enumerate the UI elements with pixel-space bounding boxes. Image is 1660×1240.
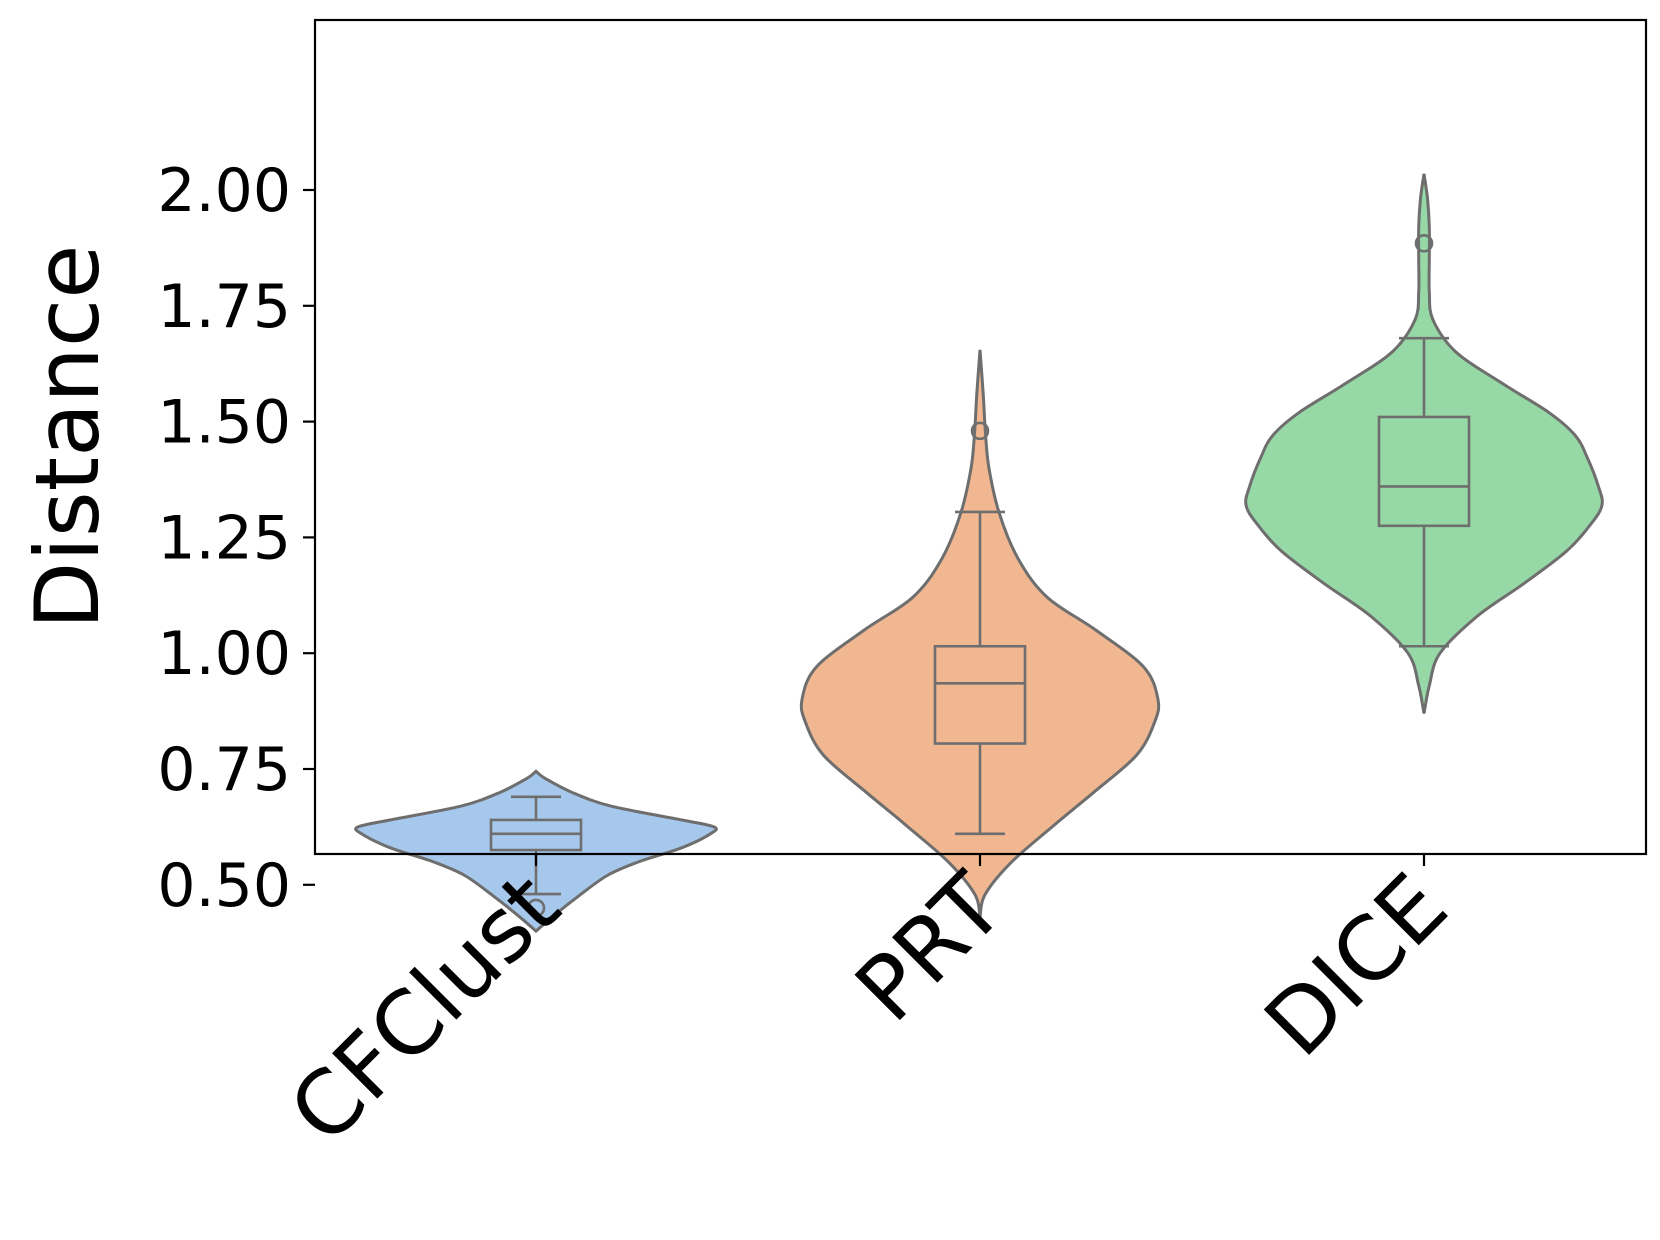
outlier-point [1414, 233, 1434, 253]
boxplot-dice [1377, 233, 1471, 648]
y-axis-title: Distance [16, 245, 119, 630]
y-tick-label: 1.75 [157, 272, 291, 342]
outlier-point [970, 421, 990, 441]
x-tick-label-dice: DICE [1245, 854, 1467, 1076]
y-tick-label: 1.50 [157, 388, 291, 458]
iqr-box [933, 644, 1027, 745]
y-tick-label: 0.75 [157, 735, 291, 805]
y-tick-label: 0.50 [157, 851, 291, 921]
y-tick-label: 2.00 [157, 156, 291, 226]
y-tick-label: 1.00 [157, 619, 291, 689]
x-axis: CFClust PRT DICE [270, 853, 1467, 1163]
y-axis: 0.50 0.75 1.00 1.25 1.50 1.75 2.00 [157, 156, 315, 921]
x-tick-label-cfclust: CFClust [270, 854, 579, 1163]
boxplot-cfclust [489, 795, 583, 918]
plot-frame [313, 18, 1648, 856]
boxplot-prt [933, 421, 1027, 836]
y-tick-label: 1.25 [157, 503, 291, 573]
outlier-point [526, 898, 546, 918]
iqr-box [1377, 415, 1471, 528]
boxplots-layer [489, 233, 1471, 918]
